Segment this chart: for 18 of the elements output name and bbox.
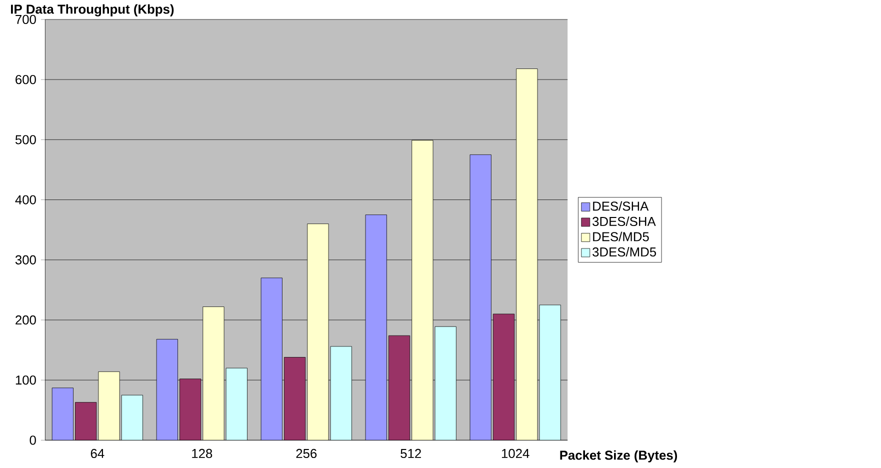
y-tick-label: 100: [16, 375, 36, 384]
y-tick-label: 400: [15, 195, 36, 204]
legend-label: DES/SHA: [593, 201, 649, 211]
legend-label: 3DES/MD5: [592, 246, 656, 256]
y-tick-label: 700: [16, 14, 36, 24]
y-tick-label: 200: [16, 315, 36, 324]
x-tick-label: 64: [90, 448, 104, 458]
legend-label: 3DES/SHA: [592, 216, 656, 226]
y-tick-label: 500: [15, 134, 36, 144]
legend-label: DES/MD5: [593, 232, 649, 242]
x-tick-label: 256: [296, 448, 317, 458]
x-axis-title: Packet Size (Bytes): [560, 450, 678, 462]
x-tick-label: 512: [400, 448, 421, 458]
y-tick-label: 300: [15, 255, 36, 264]
x-tick-label: 128: [192, 448, 212, 458]
y-tick-label: 0: [30, 435, 36, 445]
x-tick-label: 1024: [502, 448, 530, 458]
y-tick-label: 600: [16, 74, 36, 84]
